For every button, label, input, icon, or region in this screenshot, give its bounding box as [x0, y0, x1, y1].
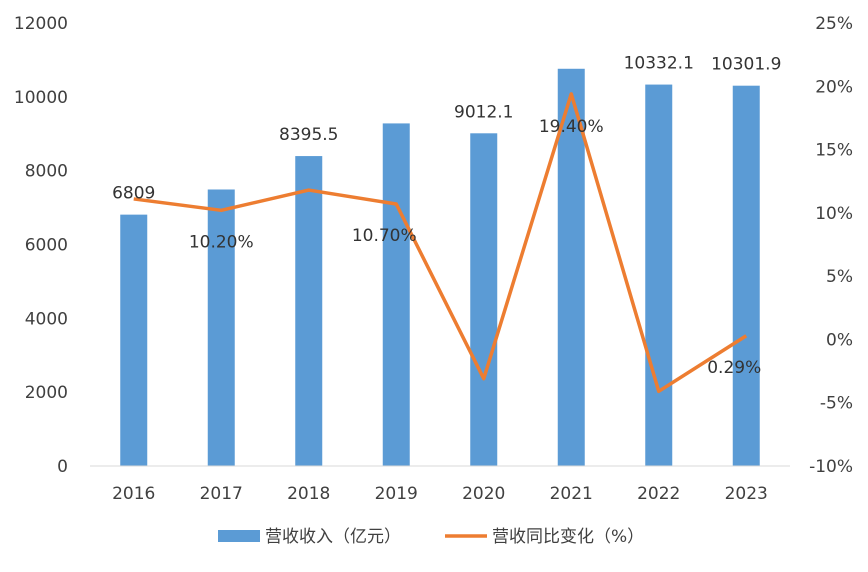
legend-bar-label: 营收收入（亿元） [265, 527, 401, 547]
left-tick-label: 4000 [25, 309, 68, 329]
bar-data-label: 8395.5 [279, 125, 338, 145]
bar-2020 [470, 133, 497, 466]
left-tick-label: 10000 [14, 88, 68, 108]
bar-2019 [383, 123, 410, 466]
bar-series [120, 69, 760, 466]
line-data-label: 19.40% [539, 117, 604, 137]
right-tick-label: 5% [826, 267, 853, 287]
line-data-label: 0.29% [707, 358, 761, 378]
x-tick-label: 2016 [112, 484, 155, 504]
right-tick-label: 15% [815, 141, 853, 161]
left-tick-label: 8000 [25, 162, 68, 182]
right-tick-label: 25% [815, 14, 853, 34]
x-tick-label: 2022 [637, 484, 680, 504]
right-axis-ticks: -10% -5% 0% 5% 10% 15% 20% 25% [809, 14, 853, 477]
left-tick-label: 12000 [14, 14, 68, 34]
legend-line-label: 营收同比变化（%） [492, 527, 644, 547]
bar-2016 [120, 215, 147, 466]
legend-bar-swatch [218, 530, 260, 542]
x-tick-label: 2023 [725, 484, 768, 504]
x-tick-label: 2021 [550, 484, 593, 504]
line-data-label: 10.70% [352, 226, 417, 246]
legend: 营收收入（亿元） 营收同比变化（%） [218, 527, 644, 547]
x-axis-ticks: 2016 2017 2018 2019 2020 2021 2022 2023 [112, 484, 768, 504]
bar-2017 [208, 189, 235, 466]
right-tick-label: -10% [809, 457, 853, 477]
bar-data-label: 9012.1 [454, 102, 513, 122]
left-axis-ticks: 0 2000 4000 6000 8000 10000 12000 [14, 14, 68, 477]
bar-data-label: 10332.1 [624, 54, 694, 74]
bar-2022 [645, 85, 672, 466]
left-tick-label: 0 [57, 457, 68, 477]
bar-data-label: 10301.9 [711, 55, 781, 75]
line-data-label: 10.20% [189, 232, 254, 252]
right-tick-label: -5% [820, 394, 853, 414]
x-tick-label: 2020 [462, 484, 505, 504]
bar-data-label: 6809 [112, 184, 155, 204]
right-tick-label: 20% [815, 77, 853, 97]
bar-2023 [733, 86, 760, 466]
x-tick-label: 2017 [200, 484, 243, 504]
right-tick-label: 10% [815, 204, 853, 224]
right-tick-label: 0% [826, 330, 853, 350]
bar-2018 [295, 156, 322, 466]
left-tick-label: 2000 [25, 383, 68, 403]
left-tick-label: 6000 [25, 236, 68, 256]
x-tick-label: 2018 [287, 484, 330, 504]
x-tick-label: 2019 [375, 484, 418, 504]
